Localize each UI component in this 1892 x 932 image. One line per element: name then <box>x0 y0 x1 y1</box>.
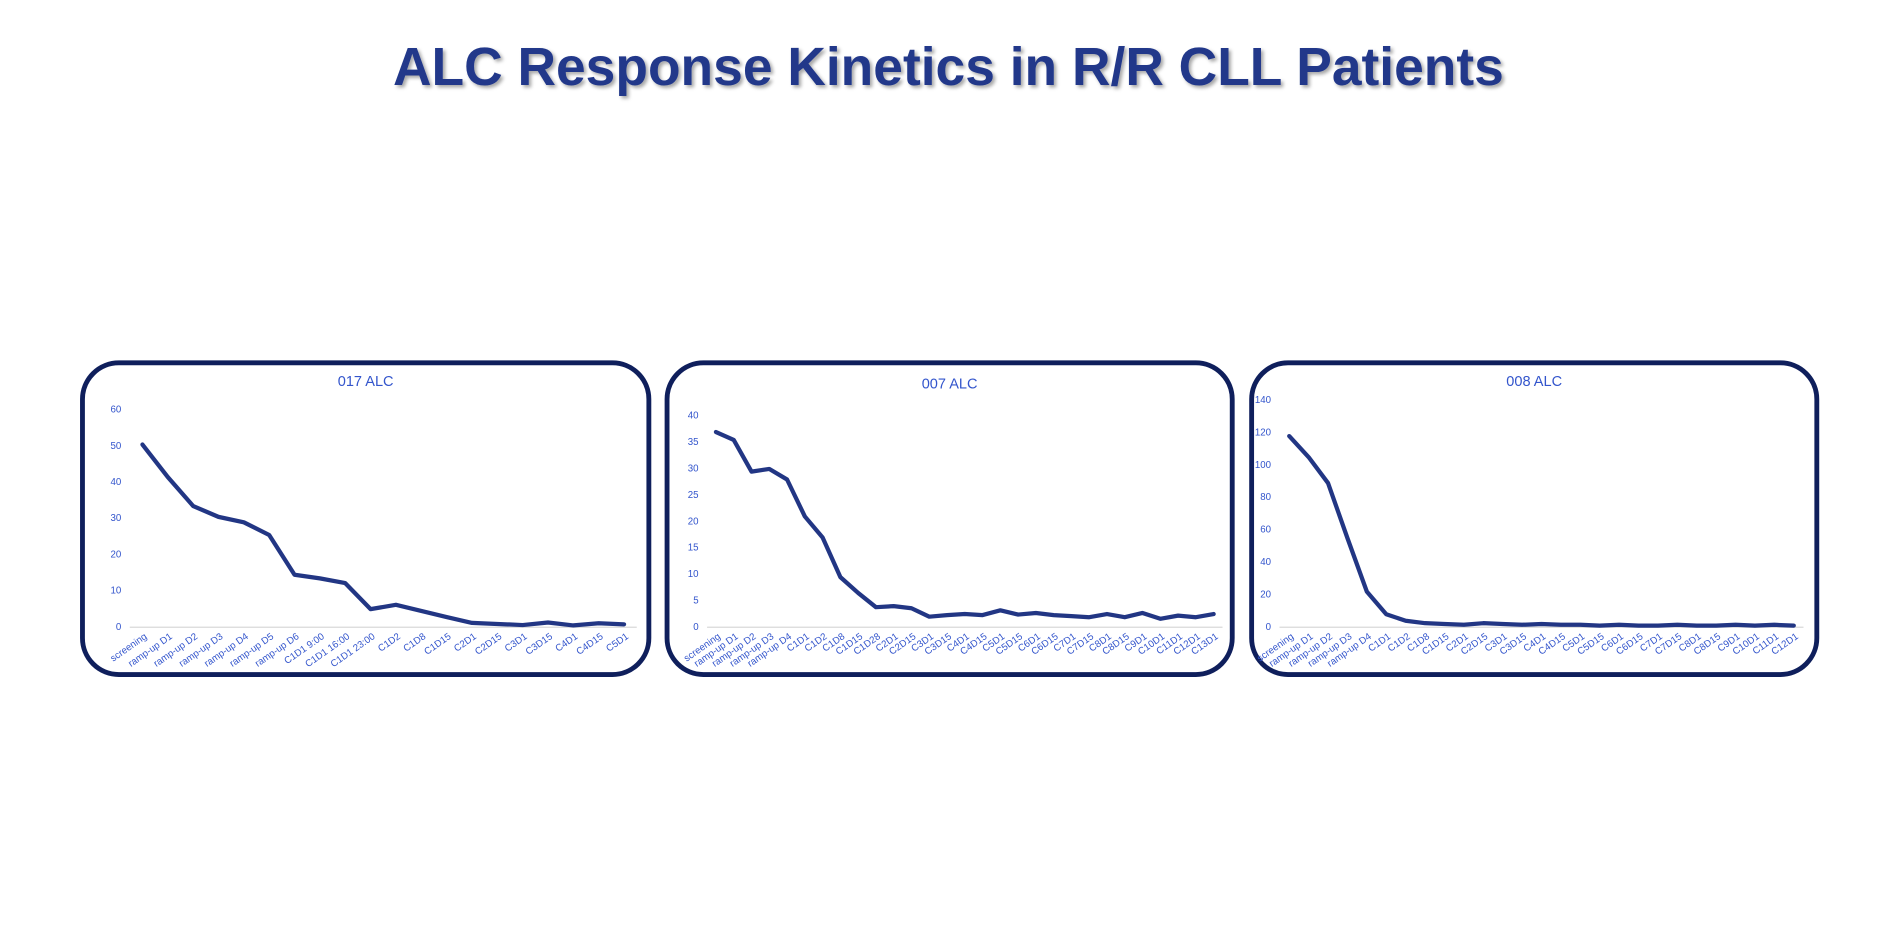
chart-title: 017 ALC <box>338 374 394 390</box>
y-tick-label: 30 <box>688 464 699 475</box>
y-tick-label: 5 <box>693 595 698 606</box>
y-tick-label: 0 <box>116 622 122 633</box>
y-tick-label: 10 <box>688 569 699 580</box>
y-tick-label: 0 <box>693 622 699 633</box>
chart-frame <box>1249 360 1820 677</box>
y-tick-label: 60 <box>1260 525 1271 536</box>
y-tick-label: 40 <box>688 411 699 422</box>
y-tick-label: 100 <box>1255 460 1272 471</box>
y-tick-label: 140 <box>1255 395 1272 406</box>
chart: 007 ALC0510152025303540screeningramp-up … <box>664 360 1235 677</box>
y-tick-label: 120 <box>1255 427 1272 438</box>
y-tick-label: 20 <box>111 549 122 560</box>
y-tick-label: 30 <box>111 513 122 524</box>
chart-frame <box>664 360 1235 677</box>
y-tick-label: 0 <box>1266 622 1272 633</box>
chart-frame <box>80 360 652 677</box>
y-tick-label: 50 <box>111 441 122 452</box>
chart-title: 008 ALC <box>1506 374 1562 390</box>
page-title: ALC Response Kinetics in R/R CLL Patient… <box>393 38 1504 97</box>
y-tick-label: 60 <box>111 405 122 416</box>
chart: 008 ALC020406080100120140screeningramp-u… <box>1249 360 1820 677</box>
data-line <box>713 429 1216 621</box>
y-tick-label: 20 <box>688 516 699 527</box>
data-line <box>140 442 627 628</box>
y-tick-label: 40 <box>1260 557 1271 568</box>
y-tick-label: 10 <box>111 586 122 597</box>
y-tick-label: 20 <box>1260 589 1271 600</box>
y-tick-label: 40 <box>111 477 122 488</box>
y-tick-label: 80 <box>1260 492 1271 503</box>
y-tick-label: 35 <box>688 437 699 448</box>
chart-title: 007 ALC <box>922 376 978 392</box>
data-line <box>1287 433 1796 628</box>
y-tick-label: 25 <box>688 490 699 501</box>
y-tick-label: 15 <box>688 543 699 554</box>
